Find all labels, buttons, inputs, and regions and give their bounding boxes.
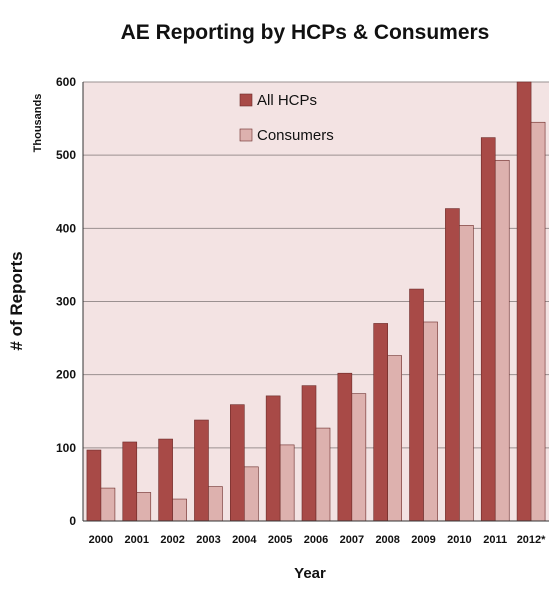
x-tick-label: 2007 — [340, 534, 364, 546]
bar-all-hcps — [337, 372, 353, 522]
axes: 0 100 200 300 400 500 600 2000 2001 2002 2003 2004 2… — [56, 75, 549, 546]
bar-all-hcps — [445, 208, 460, 522]
y-tick-label: 100 — [56, 441, 76, 455]
bar-all-hcps — [409, 288, 424, 522]
y-tick-label: 0 — [69, 514, 76, 528]
bar-consumers — [459, 225, 474, 522]
legend-label: All HCPs — [257, 92, 317, 109]
bar-all-hcps — [194, 419, 209, 522]
x-axis-label: Year — [294, 565, 326, 582]
bars — [86, 81, 546, 522]
x-tick-label: 2010 — [447, 534, 471, 546]
bar-consumers — [100, 487, 116, 522]
bar-all-hcps — [86, 449, 102, 522]
y-tick-label: 500 — [56, 148, 76, 162]
bar-all-hcps — [480, 137, 496, 522]
bar-all-hcps — [265, 395, 281, 522]
bar-consumers — [530, 121, 546, 522]
x-tick-label: 2006 — [304, 534, 328, 546]
chart-title: AE Reporting by HCPs & Consumers — [121, 21, 490, 44]
bar-all-hcps — [516, 81, 532, 522]
bar-all-hcps — [158, 438, 173, 522]
bar-consumers — [315, 427, 331, 522]
x-tick-label: 2009 — [411, 534, 435, 546]
legend-swatch — [239, 93, 253, 107]
y-axis-label: # of Reports — [7, 251, 26, 350]
x-tick-label: 2004 — [232, 534, 257, 546]
legend: All HCPs Consumers — [239, 92, 334, 144]
legend-swatch — [239, 128, 253, 142]
x-tick-label: 2012* — [517, 534, 546, 546]
bar-consumers — [136, 492, 152, 522]
bar-consumers — [351, 393, 367, 522]
bar-consumers — [172, 498, 187, 522]
bar-consumers — [244, 466, 259, 522]
x-tick-label: 2003 — [196, 534, 220, 546]
y-unit-label: Thousands — [32, 94, 44, 153]
y-tick-label: 300 — [56, 295, 76, 309]
x-tick-label: 2005 — [268, 534, 292, 546]
x-tick-label: 2001 — [125, 534, 149, 546]
bar-all-hcps — [301, 385, 317, 522]
bar-all-hcps — [122, 441, 138, 522]
y-tick-label: 400 — [56, 221, 76, 235]
y-tick-label: 200 — [56, 368, 76, 382]
y-tick-label: 600 — [56, 75, 76, 89]
bar-consumers — [279, 444, 295, 522]
bar-consumers — [423, 321, 438, 522]
bar-all-hcps — [373, 323, 388, 522]
bar-all-hcps — [230, 404, 245, 522]
x-tick-label: 2002 — [160, 534, 184, 546]
x-tick-label: 2011 — [483, 534, 507, 546]
x-tick-label: 2008 — [375, 534, 399, 546]
bar-consumers — [387, 355, 402, 522]
bar-consumers — [208, 486, 223, 522]
legend-label: Consumers — [257, 127, 334, 144]
x-tick-label: 2000 — [89, 534, 113, 546]
bar-consumers — [494, 159, 510, 522]
